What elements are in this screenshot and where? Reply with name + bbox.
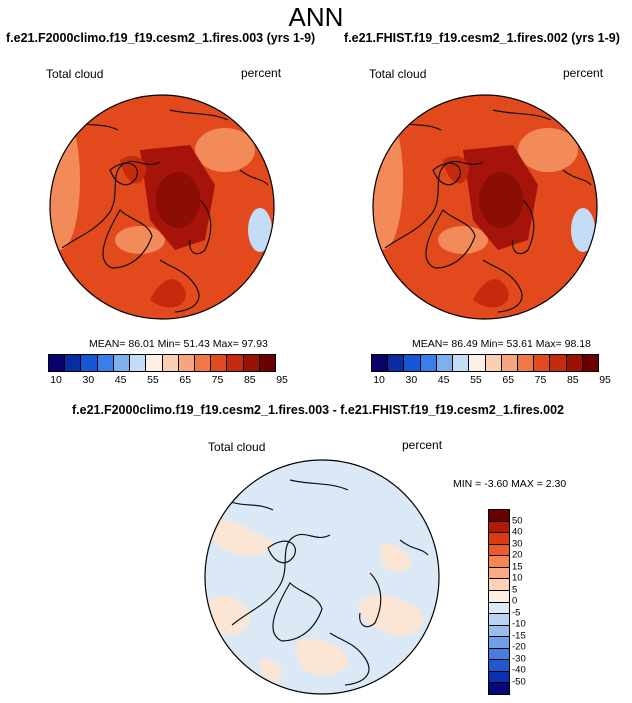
colorbar-tick-label: 85 [243, 374, 256, 386]
panel-1-stats: MEAN= 86.01 Min= 51.43 Max= 97.93 [89, 338, 268, 350]
panel-2-title: f.e21.FHIST.f19_f19.cesm2_1.fires.002 (y… [344, 31, 620, 45]
diff-stats: MIN = -3.60 MAX = 2.30 [453, 478, 567, 490]
diff-colorbar-tick-label: 50 [512, 515, 523, 526]
colorbar-swatch [130, 355, 147, 371]
colorbar-tick-label: 85 [566, 374, 579, 386]
colorbar-swatch [211, 355, 228, 371]
colorbar-tick-label: 30 [405, 374, 418, 386]
diff-colorbar-swatch [489, 510, 509, 522]
diff-colorbar-tick-label: -20 [512, 641, 526, 653]
colorbar-swatch [469, 355, 486, 371]
colorbar-tick-label: 55 [147, 374, 159, 386]
colorbar-tick-label: 55 [470, 374, 482, 386]
colorbar-swatch [485, 355, 502, 371]
colorbar-swatch [259, 355, 276, 371]
diff-colorbar [488, 509, 510, 695]
diff-colorbar-ticks: 50 40 30 20 15 10 5 0 -5 -10 -15 -20 -30 -40 -50 [512, 509, 552, 693]
panel-1-variable: Total cloud [46, 67, 104, 81]
colorbar-tick-label: 95 [276, 374, 288, 386]
diff-colorbar-swatch [489, 602, 509, 615]
diff-colorbar-swatch [489, 648, 509, 661]
diff-colorbar-swatch [489, 544, 509, 557]
colorbar-swatch [146, 355, 163, 371]
diff-colorbar-swatch [489, 637, 509, 649]
colorbar-tick-label: 65 [179, 374, 192, 386]
panel-2-units: percent [563, 66, 604, 80]
colorbar-swatch [162, 355, 179, 371]
colorbar-tick-label: 45 [114, 374, 127, 386]
colorbar-swatch [453, 355, 470, 371]
diff-colorbar-tick-label: -15 [512, 630, 526, 641]
diff-colorbar-swatch [489, 533, 509, 545]
panel-1-colorbar-ticks: 10 30 45 55 65 75 85 95 [48, 374, 288, 388]
diff-colorbar-swatch [489, 579, 509, 591]
colorbar-swatch [243, 355, 260, 371]
diff-colorbar-tick-label: 10 [512, 572, 523, 584]
colorbar-swatch [436, 355, 454, 371]
diff-colorbar-swatch [489, 625, 509, 638]
colorbar-tick-label: 30 [82, 374, 95, 386]
panel-2-stats: MEAN= 86.49 Min= 53.61 Max= 98.18 [412, 338, 591, 350]
colorbar-swatch [97, 355, 114, 371]
diff-colorbar-swatch [489, 556, 509, 568]
diff-colorbar-tick-label: 5 [512, 584, 518, 595]
diff-colorbar-tick-label: -30 [512, 653, 526, 664]
diff-colorbar-tick-label: 15 [512, 561, 523, 572]
panel-2-colorbar [371, 354, 599, 372]
colorbar-swatch [534, 355, 551, 371]
diff-colorbar-tick-label: -5 [512, 607, 521, 618]
colorbar-swatch [566, 355, 583, 371]
diff-colorbar-tick-label: 40 [512, 526, 523, 538]
colorbar-tick-label: 45 [437, 374, 450, 386]
colorbar-swatch [194, 355, 212, 371]
diff-colorbar-swatch [489, 521, 509, 534]
panel-1-title: f.e21.F2000climo.f19_f19.cesm2_1.fires.0… [6, 31, 316, 45]
diff-colorbar-swatch [489, 614, 509, 626]
diff-colorbar-swatch [489, 567, 509, 580]
panel-1-units: percent [241, 66, 282, 80]
diff-colorbar-tick-label: 30 [512, 538, 523, 549]
colorbar-swatch [49, 355, 66, 371]
colorbar-tick-label: 75 [534, 374, 547, 386]
colorbar-swatch [388, 355, 405, 371]
colorbar-tick-label: 65 [502, 374, 515, 386]
colorbar-swatch [65, 355, 82, 371]
diff-colorbar-tick-label: -10 [512, 618, 526, 630]
diff-colorbar-tick-label: 0 [512, 595, 518, 607]
colorbar-swatch [501, 355, 518, 371]
diff-colorbar-swatch [489, 671, 509, 684]
diff-colorbar-tick-label: -50 [512, 676, 526, 687]
panel-2-variable: Total cloud [369, 67, 427, 81]
colorbar-tick-label: 95 [599, 374, 611, 386]
panel-1-colorbar [48, 354, 276, 372]
diff-colorbar-swatch [489, 660, 509, 672]
colorbar-swatch [582, 355, 599, 371]
colorbar-swatch [178, 355, 195, 371]
diff-colorbar-swatch [489, 590, 509, 603]
diff-units: percent [402, 438, 443, 452]
colorbar-swatch [404, 355, 421, 371]
season-title: ANN [288, 2, 344, 32]
colorbar-swatch [81, 355, 98, 371]
panel-2-colorbar-ticks: 10 30 45 55 65 75 85 95 [371, 374, 611, 388]
colorbar-swatch [227, 355, 244, 371]
colorbar-tick-label: 10 [373, 374, 385, 386]
colorbar-swatch [372, 355, 389, 371]
colorbar-swatch [420, 355, 437, 371]
diff-title: f.e21.F2000climo.f19_f19.cesm2_1.fires.0… [72, 403, 564, 417]
diff-variable: Total cloud [208, 440, 266, 454]
colorbar-tick-label: 75 [211, 374, 224, 386]
colorbar-tick-label: 10 [50, 374, 62, 386]
colorbar-swatch [550, 355, 567, 371]
diff-colorbar-tick-label: -40 [512, 664, 526, 676]
diff-colorbar-tick-label: 20 [512, 549, 523, 561]
diff-colorbar-swatch [489, 683, 509, 694]
colorbar-swatch [113, 355, 131, 371]
colorbar-swatch [517, 355, 535, 371]
